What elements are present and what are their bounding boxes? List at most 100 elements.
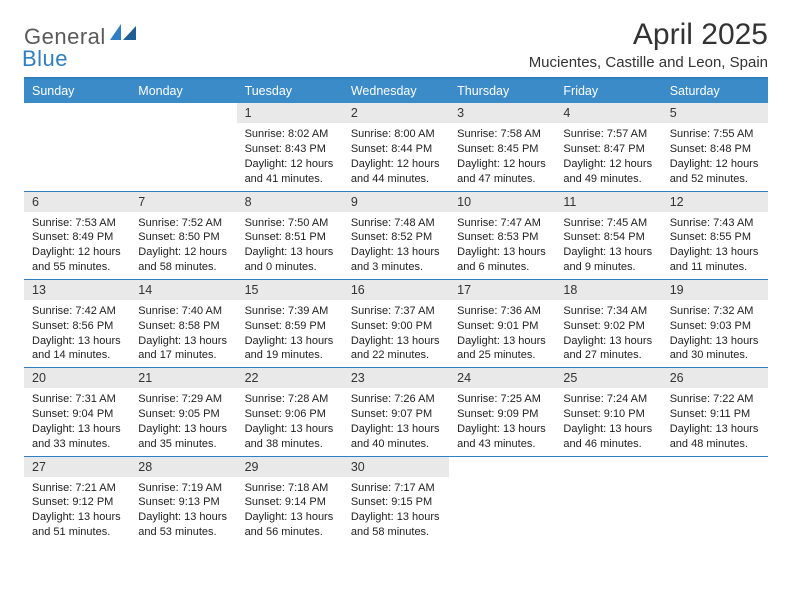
day-daylight2: and 48 minutes. <box>670 437 760 452</box>
day-content: Sunrise: 7:17 AMSunset: 9:15 PMDaylight:… <box>343 477 449 544</box>
day-content: Sunrise: 7:22 AMSunset: 9:11 PMDaylight:… <box>662 388 768 455</box>
calendar-week-row: 20Sunrise: 7:31 AMSunset: 9:04 PMDayligh… <box>24 368 768 456</box>
day-number: 27 <box>24 457 130 477</box>
day-header-row: Sunday Monday Tuesday Wednesday Thursday… <box>24 78 768 103</box>
day-sunset: Sunset: 9:07 PM <box>351 407 441 422</box>
day-sunset: Sunset: 8:47 PM <box>563 142 653 157</box>
calendar-cell: 28Sunrise: 7:19 AMSunset: 9:13 PMDayligh… <box>130 456 236 544</box>
location-text: Mucientes, Castille and Leon, Spain <box>529 54 768 71</box>
day-daylight2: and 51 minutes. <box>32 525 122 540</box>
calendar-cell: 14Sunrise: 7:40 AMSunset: 8:58 PMDayligh… <box>130 279 236 367</box>
day-sunrise: Sunrise: 7:34 AM <box>563 304 653 319</box>
day-daylight2: and 52 minutes. <box>670 172 760 187</box>
calendar-cell: 2Sunrise: 8:00 AMSunset: 8:44 PMDaylight… <box>343 103 449 191</box>
day-header: Friday <box>555 78 661 103</box>
day-sunrise: Sunrise: 8:02 AM <box>245 127 335 142</box>
logo-blue-wrap: Blue <box>24 46 68 72</box>
day-content: Sunrise: 7:53 AMSunset: 8:49 PMDaylight:… <box>24 212 130 279</box>
day-daylight1: Daylight: 12 hours <box>563 157 653 172</box>
calendar-cell: 20Sunrise: 7:31 AMSunset: 9:04 PMDayligh… <box>24 368 130 456</box>
day-header: Saturday <box>662 78 768 103</box>
day-daylight2: and 43 minutes. <box>457 437 547 452</box>
day-daylight2: and 0 minutes. <box>245 260 335 275</box>
calendar-cell <box>449 456 555 544</box>
logo-sail-icon <box>110 22 138 42</box>
day-daylight1: Daylight: 13 hours <box>138 334 228 349</box>
day-daylight2: and 22 minutes. <box>351 348 441 363</box>
day-number: 19 <box>662 280 768 300</box>
day-sunrise: Sunrise: 8:00 AM <box>351 127 441 142</box>
day-daylight1: Daylight: 13 hours <box>457 245 547 260</box>
day-sunrise: Sunrise: 7:28 AM <box>245 392 335 407</box>
day-header: Monday <box>130 78 236 103</box>
calendar-cell: 26Sunrise: 7:22 AMSunset: 9:11 PMDayligh… <box>662 368 768 456</box>
day-content: Sunrise: 7:39 AMSunset: 8:59 PMDaylight:… <box>237 300 343 367</box>
day-daylight2: and 38 minutes. <box>245 437 335 452</box>
day-daylight2: and 6 minutes. <box>457 260 547 275</box>
day-daylight2: and 33 minutes. <box>32 437 122 452</box>
day-number: 25 <box>555 368 661 388</box>
day-sunset: Sunset: 8:43 PM <box>245 142 335 157</box>
day-daylight1: Daylight: 12 hours <box>245 157 335 172</box>
day-sunrise: Sunrise: 7:52 AM <box>138 216 228 231</box>
day-number: 2 <box>343 103 449 123</box>
day-number: 26 <box>662 368 768 388</box>
day-sunrise: Sunrise: 7:43 AM <box>670 216 760 231</box>
calendar-week-row: 27Sunrise: 7:21 AMSunset: 9:12 PMDayligh… <box>24 456 768 544</box>
day-content: Sunrise: 7:55 AMSunset: 8:48 PMDaylight:… <box>662 123 768 190</box>
day-sunrise: Sunrise: 7:58 AM <box>457 127 547 142</box>
day-sunset: Sunset: 8:59 PM <box>245 319 335 334</box>
day-daylight1: Daylight: 13 hours <box>245 422 335 437</box>
day-content: Sunrise: 7:52 AMSunset: 8:50 PMDaylight:… <box>130 212 236 279</box>
day-content: Sunrise: 7:57 AMSunset: 8:47 PMDaylight:… <box>555 123 661 190</box>
calendar-cell: 17Sunrise: 7:36 AMSunset: 9:01 PMDayligh… <box>449 279 555 367</box>
calendar-cell: 24Sunrise: 7:25 AMSunset: 9:09 PMDayligh… <box>449 368 555 456</box>
day-content: Sunrise: 7:36 AMSunset: 9:01 PMDaylight:… <box>449 300 555 367</box>
day-daylight2: and 3 minutes. <box>351 260 441 275</box>
day-number: 16 <box>343 280 449 300</box>
calendar-cell: 13Sunrise: 7:42 AMSunset: 8:56 PMDayligh… <box>24 279 130 367</box>
day-daylight1: Daylight: 13 hours <box>457 422 547 437</box>
day-sunset: Sunset: 9:02 PM <box>563 319 653 334</box>
day-daylight1: Daylight: 13 hours <box>563 334 653 349</box>
day-content: Sunrise: 7:19 AMSunset: 9:13 PMDaylight:… <box>130 477 236 544</box>
calendar-cell: 10Sunrise: 7:47 AMSunset: 8:53 PMDayligh… <box>449 191 555 279</box>
day-content: Sunrise: 7:37 AMSunset: 9:00 PMDaylight:… <box>343 300 449 367</box>
day-content: Sunrise: 8:02 AMSunset: 8:43 PMDaylight:… <box>237 123 343 190</box>
day-daylight1: Daylight: 12 hours <box>457 157 547 172</box>
day-daylight1: Daylight: 13 hours <box>563 245 653 260</box>
day-sunset: Sunset: 9:09 PM <box>457 407 547 422</box>
day-sunset: Sunset: 9:04 PM <box>32 407 122 422</box>
day-daylight1: Daylight: 13 hours <box>351 510 441 525</box>
day-sunset: Sunset: 8:45 PM <box>457 142 547 157</box>
day-content: Sunrise: 7:24 AMSunset: 9:10 PMDaylight:… <box>555 388 661 455</box>
day-daylight1: Daylight: 13 hours <box>245 510 335 525</box>
day-sunrise: Sunrise: 7:47 AM <box>457 216 547 231</box>
day-number: 1 <box>237 103 343 123</box>
calendar-cell: 15Sunrise: 7:39 AMSunset: 8:59 PMDayligh… <box>237 279 343 367</box>
day-content: Sunrise: 7:34 AMSunset: 9:02 PMDaylight:… <box>555 300 661 367</box>
day-daylight2: and 25 minutes. <box>457 348 547 363</box>
calendar-cell: 6Sunrise: 7:53 AMSunset: 8:49 PMDaylight… <box>24 191 130 279</box>
day-sunrise: Sunrise: 7:57 AM <box>563 127 653 142</box>
day-daylight2: and 56 minutes. <box>245 525 335 540</box>
page: General April 2025 Mucientes, Castille a… <box>0 0 792 544</box>
day-daylight2: and 53 minutes. <box>138 525 228 540</box>
calendar-cell: 1Sunrise: 8:02 AMSunset: 8:43 PMDaylight… <box>237 103 343 191</box>
day-sunset: Sunset: 8:52 PM <box>351 230 441 245</box>
day-content: Sunrise: 7:42 AMSunset: 8:56 PMDaylight:… <box>24 300 130 367</box>
day-daylight1: Daylight: 12 hours <box>138 245 228 260</box>
day-number: 28 <box>130 457 236 477</box>
day-sunset: Sunset: 9:12 PM <box>32 495 122 510</box>
day-number: 15 <box>237 280 343 300</box>
calendar-cell <box>130 103 236 191</box>
day-sunset: Sunset: 8:44 PM <box>351 142 441 157</box>
day-sunset: Sunset: 9:00 PM <box>351 319 441 334</box>
day-number: 4 <box>555 103 661 123</box>
day-number: 14 <box>130 280 236 300</box>
calendar-cell: 7Sunrise: 7:52 AMSunset: 8:50 PMDaylight… <box>130 191 236 279</box>
day-content: Sunrise: 7:21 AMSunset: 9:12 PMDaylight:… <box>24 477 130 544</box>
day-daylight2: and 19 minutes. <box>245 348 335 363</box>
calendar-cell: 3Sunrise: 7:58 AMSunset: 8:45 PMDaylight… <box>449 103 555 191</box>
day-sunrise: Sunrise: 7:18 AM <box>245 481 335 496</box>
